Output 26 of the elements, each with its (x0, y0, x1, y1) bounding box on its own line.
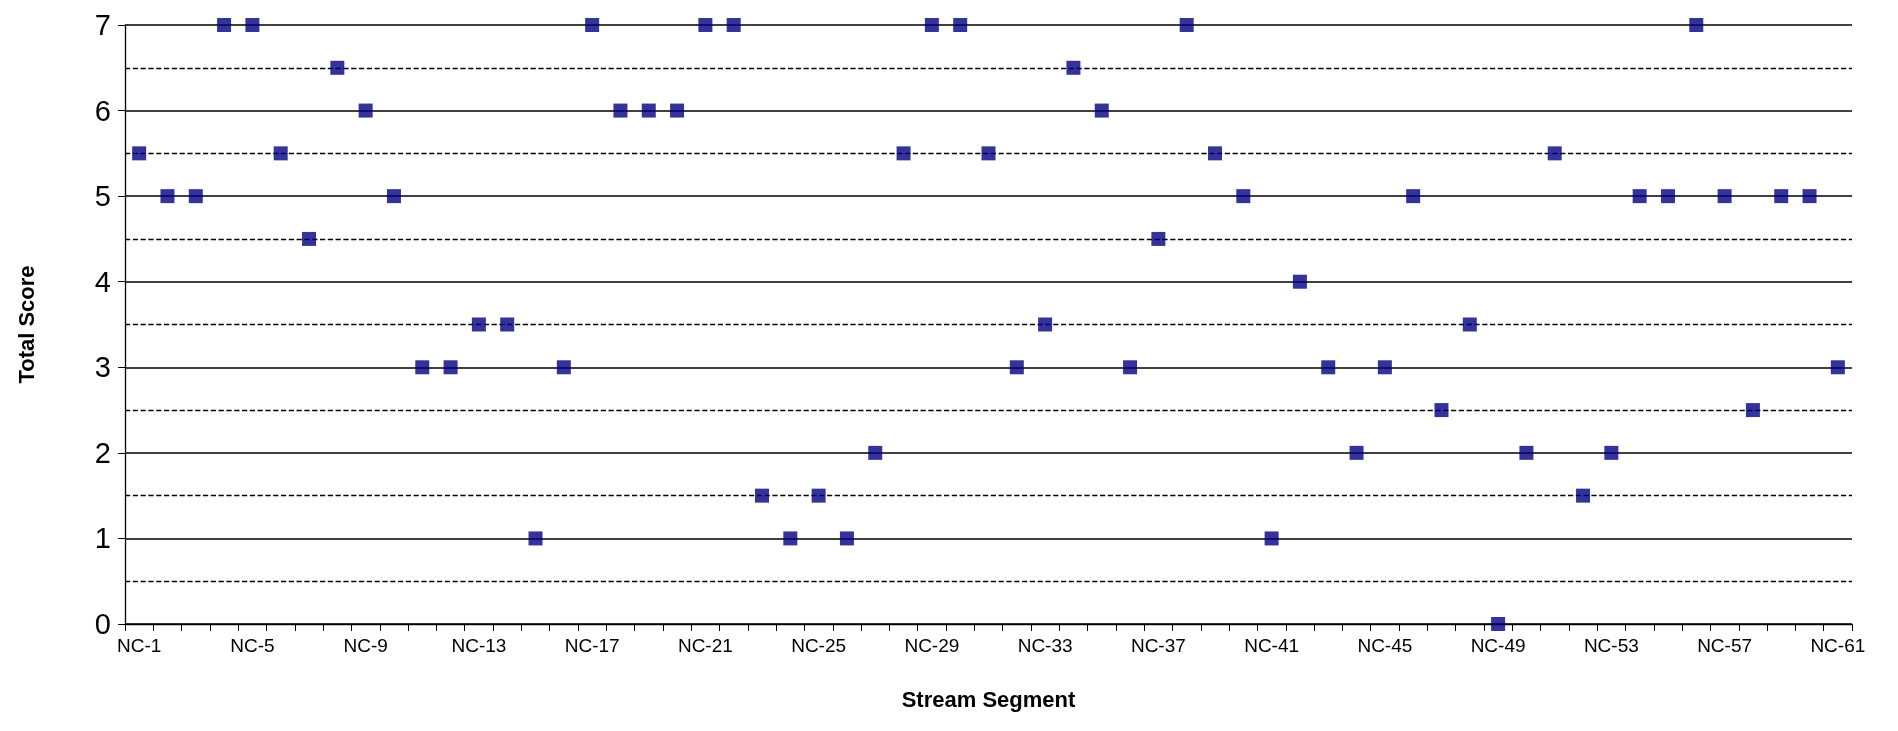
y-axis-title: Total Score (13, 265, 39, 384)
x-tick-label: NC-1 (116, 635, 162, 656)
x-tick-label: NC-53 (1583, 635, 1639, 656)
y-tick-label: 4 (94, 265, 111, 298)
x-tick-label: NC-37 (1130, 635, 1186, 656)
y-tick-label: 5 (94, 180, 111, 213)
x-tick-label: NC-61 (1810, 635, 1866, 656)
y-tick-label: 0 (94, 608, 111, 640)
x-tick-label: NC-21 (677, 635, 733, 656)
x-tick-label: NC-33 (1017, 635, 1073, 656)
x-tick-label: NC-9 (343, 635, 388, 656)
x-tick-label: NC-5 (230, 635, 275, 656)
y-tick-label: 1 (94, 522, 111, 555)
y-tick-label: 6 (94, 94, 111, 127)
y-tick-label: 2 (94, 436, 111, 469)
y-tick-label: 3 (94, 351, 111, 384)
x-tick-label: NC-25 (791, 635, 847, 656)
x-tick-label: NC-29 (904, 635, 960, 656)
x-axis-title: Stream Segment (901, 686, 1076, 712)
x-tick-label: NC-13 (451, 635, 507, 656)
x-tick-label: NC-45 (1357, 635, 1413, 656)
x-tick-label: NC-41 (1244, 635, 1300, 656)
x-tick-label: NC-49 (1470, 635, 1526, 656)
x-tick-label: NC-17 (564, 635, 620, 656)
y-tick-label: 7 (94, 9, 111, 41)
x-tick-label: NC-57 (1697, 635, 1753, 656)
